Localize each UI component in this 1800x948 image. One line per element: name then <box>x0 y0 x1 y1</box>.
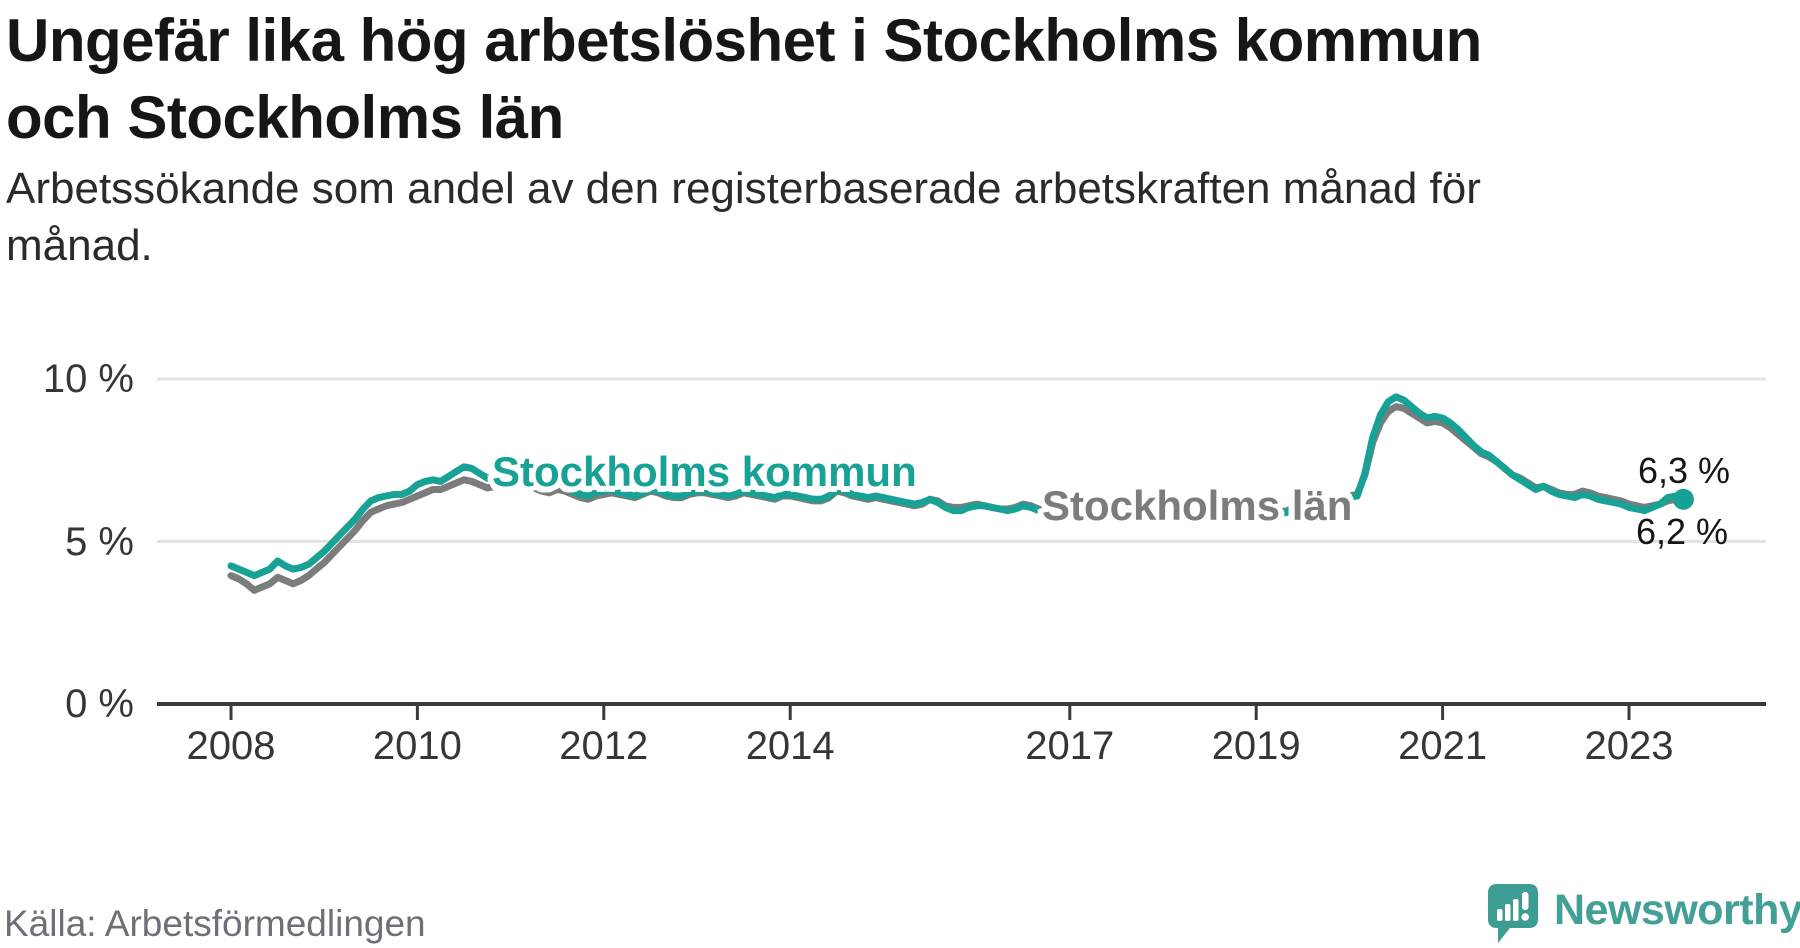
x-axis-tick-label-2023: 2023 <box>1584 724 1674 768</box>
end-value-label-stockholms-lan: 6,2 % <box>1636 511 1729 552</box>
x-axis-tick-label-2010: 2010 <box>372 724 462 768</box>
page-title: Ungefär lika hög arbetslöshet i Stockhol… <box>6 2 1786 156</box>
x-axis-tick-label-2019: 2019 <box>1211 724 1301 768</box>
x-axis-tick-label-2008: 2008 <box>186 724 276 768</box>
x-axis-tick-label-2014: 2014 <box>745 724 835 768</box>
newsworthy-logo: Newsworthy <box>1488 884 1800 944</box>
series-label-stockholms-lan: Stockholms län <box>1042 482 1353 529</box>
page-title-line-2: och Stockholms län <box>6 84 564 151</box>
y-axis-tick-label-0: 0 % <box>65 682 134 726</box>
page-subtitle-line-1: Arbetssökande som andel av den registerb… <box>6 164 1481 213</box>
series-label-stockholms-kommun: Stockholms kommun <box>492 448 917 495</box>
page-title-line-1: Ungefär lika hög arbetslöshet i Stockhol… <box>6 7 1482 74</box>
x-axis-tick-label-2017: 2017 <box>1025 724 1115 768</box>
newsworthy-logo-icon <box>1488 884 1538 943</box>
y-axis-tick-label-5: 5 % <box>65 519 134 564</box>
page-subtitle: Arbetssökande som andel av den registerb… <box>6 160 1786 274</box>
x-axis-tick-label-2012: 2012 <box>559 724 649 768</box>
page-subtitle-line-2: månad. <box>6 221 153 270</box>
y-axis-tick-label-10: 10 % <box>42 357 134 401</box>
end-value-label-stockholms-kommun: 6,3 % <box>1638 450 1731 491</box>
x-axis-tick-label-2021: 2021 <box>1398 724 1488 768</box>
source-note: Källa: Arbetsförmedlingen <box>4 903 426 944</box>
newsworthy-wordmark: Newsworthy <box>1554 886 1800 934</box>
